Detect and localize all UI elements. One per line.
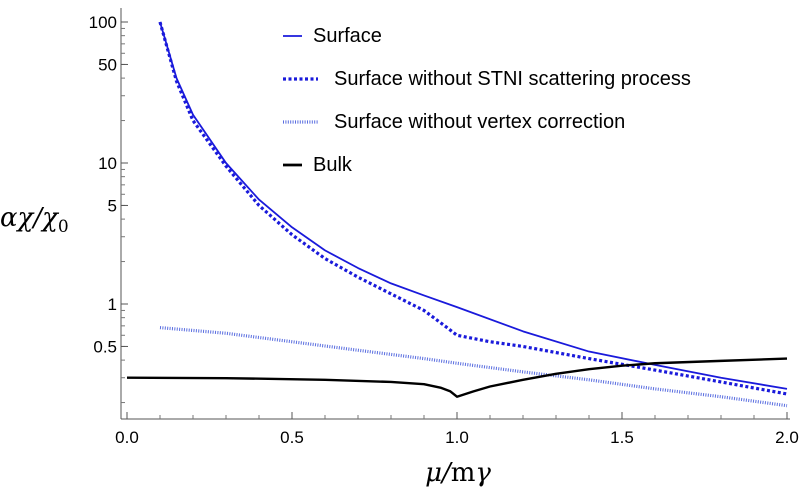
- y-tick-label: 10: [98, 154, 117, 173]
- series-line-0: [159, 21, 788, 390]
- y-tick-label: 0.5: [93, 337, 117, 356]
- y-axis-title: αχ/χ0: [0, 203, 69, 237]
- legend-label-0: Surface: [313, 25, 382, 47]
- x-axis-title: μ/mγ: [425, 458, 491, 488]
- legend-label-3: Bulk: [313, 154, 353, 176]
- legend-label-2: Surface without vertex correction: [334, 111, 625, 133]
- series-layer: [126, 21, 788, 408]
- x-tick-label: 1.0: [445, 428, 469, 447]
- axes: 0.0 0.5 1.0 1.5 2.0 0.5 1 5 10 50 100: [89, 8, 799, 447]
- y-tick-label: 100: [89, 13, 117, 32]
- y-tick-label: 1: [108, 295, 117, 314]
- y-tick-label: 50: [98, 55, 117, 74]
- x-tick-label: 2.0: [775, 428, 799, 447]
- legend: Surface Surface without STNI scattering p…: [283, 25, 691, 176]
- x-tick-label: 0.5: [280, 428, 304, 447]
- x-tick-label: 0.0: [115, 428, 139, 447]
- x-tick-label: 1.5: [610, 428, 634, 447]
- series-line-2: [159, 326, 788, 408]
- series-line-3: [126, 357, 788, 398]
- legend-label-1: Surface without STNI scattering process: [334, 68, 691, 90]
- series-line-1: [158, 21, 788, 396]
- y-tick-label: 5: [108, 196, 117, 215]
